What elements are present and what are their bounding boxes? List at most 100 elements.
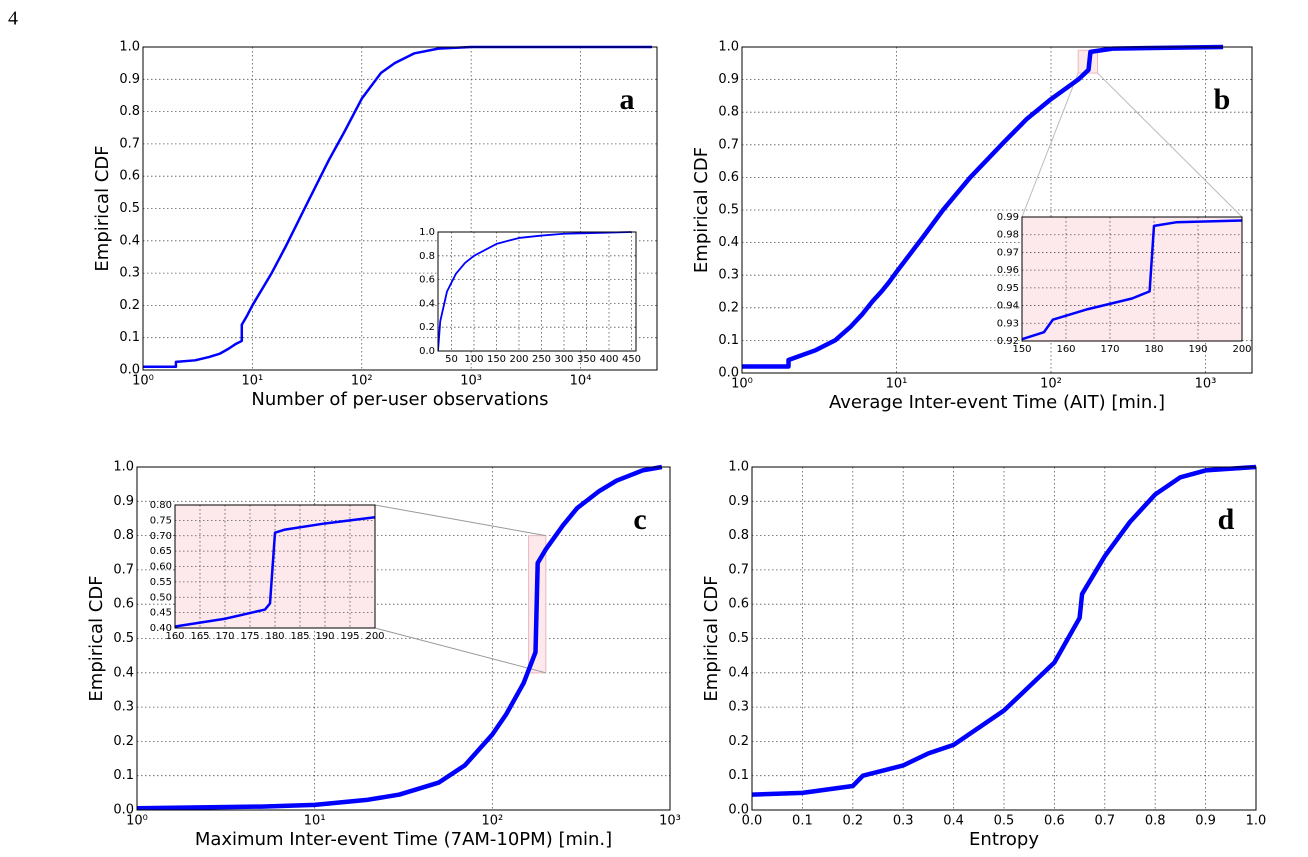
x-tick-label: 200 [1232, 344, 1251, 355]
x-tick-label: 10⁰ [126, 814, 148, 829]
x-tick-label: 10³ [460, 374, 482, 389]
x-tick-label: 0.3 [893, 814, 914, 829]
panel-label: b [1214, 83, 1231, 116]
y-tick-label: 0.7 [728, 562, 749, 577]
y-tick-label: 1.0 [119, 40, 140, 55]
inset-frame [1022, 217, 1242, 341]
x-axis-label: Number of per-user observations [251, 389, 548, 410]
y-tick-label: 0.65 [150, 546, 172, 557]
y-tick-label: 0.0 [113, 803, 134, 818]
y-tick-label: 0.8 [419, 251, 435, 262]
x-tick-label: 0.2 [842, 814, 863, 829]
x-tick-label: 10¹ [304, 814, 326, 829]
y-tick-label: 0.0 [718, 366, 739, 381]
x-tick-label: 195 [340, 631, 359, 642]
y-tick-label: 0.95 [997, 283, 1019, 294]
y-tick-label: 0.8 [718, 105, 739, 120]
y-tick-label: 0.1 [119, 330, 140, 345]
y-tick-label: 0.0 [119, 363, 140, 378]
y-tick-label: 0.8 [728, 528, 749, 543]
y-tick-label: 0.3 [113, 700, 134, 715]
cdf-line [143, 45, 652, 369]
y-tick-label: 0.93 [997, 318, 1019, 329]
x-tick-label: 190 [315, 631, 334, 642]
y-axis-label: Empirical CDF [691, 147, 712, 273]
x-tick-label: 170 [1100, 344, 1119, 355]
y-tick-label: 0.5 [718, 203, 739, 218]
x-tick-label: 0.6 [1044, 814, 1065, 829]
y-tick-label: 1.0 [718, 40, 739, 55]
x-tick-label: 350 [577, 354, 596, 365]
zoom-connector [374, 627, 546, 674]
panel-label: d [1218, 503, 1235, 536]
zoom-connector [1021, 72, 1079, 218]
cdf-line [752, 464, 1256, 797]
x-tick-label: 190 [1188, 344, 1207, 355]
y-tick-label: 0.75 [150, 515, 172, 526]
cdf-line [438, 231, 632, 351]
x-tick-label: 0.1 [792, 814, 813, 829]
panel-label: c [633, 503, 646, 536]
x-axis-label: Entropy [969, 829, 1039, 850]
y-tick-label: 0.92 [997, 336, 1019, 347]
x-tick-label: 450 [622, 354, 641, 365]
x-tick-label: 160 [165, 631, 184, 642]
y-tick-label: 0.45 [150, 608, 172, 619]
y-tick-label: 0.80 [150, 500, 172, 511]
panel-label: a [620, 83, 635, 116]
y-tick-label: 0.9 [718, 72, 739, 87]
inset-frame [438, 232, 636, 351]
y-tick-label: 0.6 [119, 169, 140, 184]
x-tick-label: 200 [365, 631, 384, 642]
y-tick-label: 0.50 [150, 592, 172, 603]
x-tick-label: 10² [481, 814, 503, 829]
y-tick-label: 0.2 [718, 300, 739, 315]
x-tick-label: 10¹ [886, 377, 908, 392]
y-tick-label: 0.4 [119, 233, 140, 248]
y-tick-label: 0.8 [113, 528, 134, 543]
x-tick-label: 150 [487, 354, 506, 365]
x-tick-label: 10¹ [242, 374, 264, 389]
y-tick-label: 0.3 [728, 700, 749, 715]
cdf-line [175, 516, 375, 628]
y-tick-label: 0.6 [728, 597, 749, 612]
x-tick-label: 0.8 [1145, 814, 1166, 829]
inset-frame-border [174, 504, 376, 629]
y-tick-label: 0.9 [119, 72, 140, 87]
x-tick-label: 150 [1012, 344, 1031, 355]
y-tick-label: 0.70 [150, 531, 172, 542]
y-tick-label: 0.4 [718, 235, 739, 250]
x-tick-label: 1.0 [1246, 814, 1267, 829]
x-tick-label: 0.5 [994, 814, 1015, 829]
x-tick-label: 400 [599, 354, 618, 365]
x-tick-label: 175 [240, 631, 259, 642]
x-tick-label: 200 [509, 354, 528, 365]
y-tick-label: 0.6 [419, 275, 435, 286]
plot-frame [751, 466, 1257, 811]
cdf-line [1022, 219, 1242, 341]
y-tick-label: 1.0 [728, 460, 749, 475]
y-tick-label: 0.5 [728, 631, 749, 646]
y-tick-label: 0.5 [113, 631, 134, 646]
y-tick-label: 0.9 [728, 494, 749, 509]
y-tick-label: 0.3 [119, 266, 140, 281]
x-tick-label: 0.4 [943, 814, 964, 829]
y-tick-label: 0.0 [728, 803, 749, 818]
x-tick-label: 10³ [1195, 377, 1217, 392]
y-tick-label: 0.55 [150, 577, 172, 588]
x-tick-label: 0.0 [742, 814, 763, 829]
zoom-connector [1097, 72, 1243, 218]
x-tick-label: 10² [351, 374, 373, 389]
x-tick-label: 10⁴ [570, 374, 592, 389]
x-axis-label: Average Inter-event Time (AIT) [min.] [829, 392, 1165, 413]
y-tick-label: 0.40 [150, 623, 172, 634]
y-tick-label: 0.5 [119, 201, 140, 216]
page-number: 4 [8, 8, 18, 30]
inset-frame-border [437, 231, 637, 352]
y-tick-label: 1.0 [113, 460, 134, 475]
plot-frame [136, 466, 671, 811]
y-tick-label: 0.2 [119, 298, 140, 313]
x-tick-label: 10⁰ [132, 374, 154, 389]
y-tick-label: 0.2 [728, 734, 749, 749]
